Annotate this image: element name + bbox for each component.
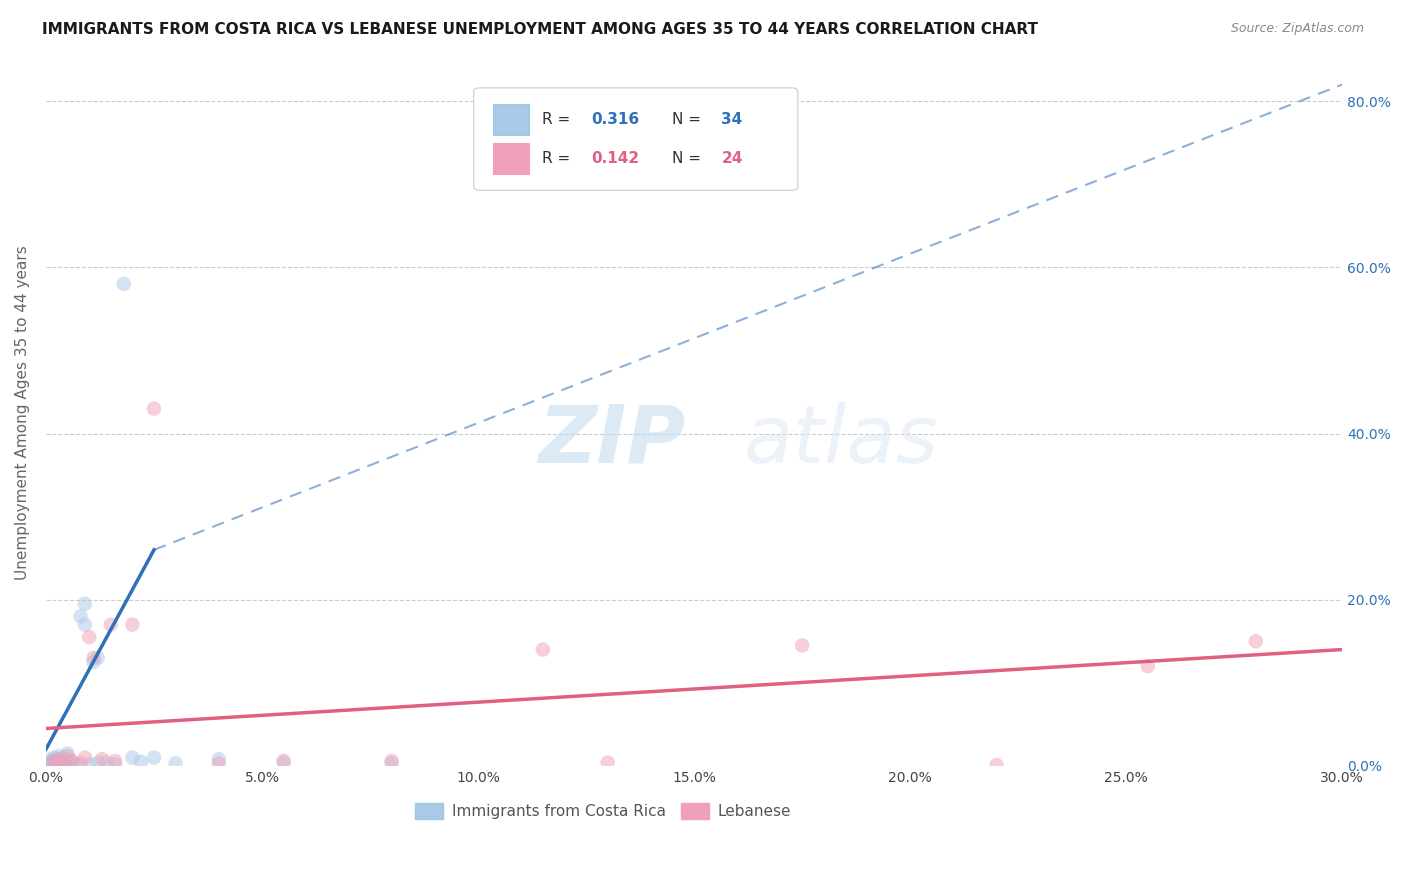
Point [56, 758, 79, 772]
Point [1136, 659, 1159, 673]
Point [44, 750, 66, 764]
Point [60, 755, 83, 769]
Point [986, 758, 1008, 772]
Point [48, 756, 70, 771]
Point [208, 752, 231, 766]
Point [129, 755, 152, 769]
Point [96, 756, 118, 770]
FancyBboxPatch shape [474, 87, 797, 190]
Point [91, 752, 114, 766]
Point [104, 754, 127, 768]
Point [143, 750, 166, 764]
Text: Source: ZipAtlas.com: Source: ZipAtlas.com [1230, 22, 1364, 36]
Point [69, 756, 91, 771]
Y-axis label: Unemployment Among Ages 35 to 44 years: Unemployment Among Ages 35 to 44 years [15, 245, 30, 580]
Point [39, 756, 62, 771]
Point [1244, 634, 1267, 648]
Point [273, 754, 295, 768]
Text: IMMIGRANTS FROM COSTA RICA VS LEBANESE UNEMPLOYMENT AMONG AGES 35 TO 44 YEARS CO: IMMIGRANTS FROM COSTA RICA VS LEBANESE U… [42, 22, 1038, 37]
Point [87, 756, 110, 770]
Point [77, 757, 100, 772]
Text: 0.316: 0.316 [592, 112, 640, 128]
Point [77, 630, 100, 644]
Point [56, 748, 79, 763]
Point [73, 750, 96, 764]
Point [381, 754, 404, 768]
Point [104, 757, 127, 772]
Point [531, 642, 554, 657]
Point [121, 617, 143, 632]
Point [48, 754, 70, 768]
Point [87, 651, 110, 665]
Text: 24: 24 [721, 151, 742, 166]
Text: R =: R = [543, 112, 575, 128]
Point [83, 655, 105, 669]
Point [52, 756, 75, 770]
Text: 0.142: 0.142 [592, 151, 640, 166]
Point [60, 754, 83, 768]
FancyBboxPatch shape [494, 104, 530, 136]
Legend: Immigrants from Costa Rica, Lebanese: Immigrants from Costa Rica, Lebanese [409, 797, 797, 825]
Point [44, 755, 66, 769]
Text: R =: R = [543, 151, 575, 166]
Point [52, 751, 75, 765]
Point [165, 756, 187, 771]
FancyBboxPatch shape [494, 143, 530, 174]
Text: ZIP: ZIP [538, 402, 686, 480]
Point [112, 277, 135, 291]
Point [143, 401, 166, 416]
Point [100, 617, 122, 632]
Point [52, 757, 75, 772]
Point [39, 755, 62, 769]
Text: 34: 34 [721, 112, 742, 128]
Text: atlas: atlas [744, 402, 938, 480]
Point [69, 609, 91, 624]
Point [596, 756, 619, 770]
Point [65, 757, 87, 772]
Text: N =: N = [672, 112, 706, 128]
Point [39, 752, 62, 766]
Point [44, 756, 66, 770]
Point [792, 639, 814, 653]
Point [208, 756, 231, 771]
Point [273, 756, 295, 770]
Point [56, 747, 79, 761]
Point [44, 753, 66, 767]
Point [48, 748, 70, 763]
Point [83, 651, 105, 665]
Text: N =: N = [672, 151, 706, 166]
Point [48, 752, 70, 766]
Point [52, 756, 75, 770]
Point [73, 617, 96, 632]
Point [56, 753, 79, 767]
Point [381, 756, 404, 771]
Point [73, 597, 96, 611]
Point [39, 756, 62, 771]
Point [121, 750, 143, 764]
